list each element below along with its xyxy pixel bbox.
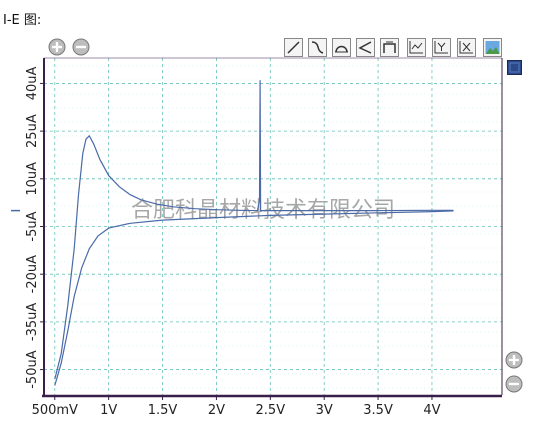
minus-circle-icon[interactable] bbox=[72, 38, 90, 56]
y-tick-label: 10uA bbox=[25, 162, 40, 196]
page-title: I-E 图: bbox=[3, 13, 42, 28]
curve-tool-icon[interactable] bbox=[308, 38, 327, 57]
x-tick-label: 3V bbox=[316, 403, 333, 418]
y-tick-label: -20uA bbox=[25, 255, 40, 293]
angle-tool-icon[interactable] bbox=[356, 38, 375, 57]
x-tick-label: 500mV bbox=[32, 403, 78, 418]
minus-circle-icon[interactable] bbox=[505, 375, 523, 393]
measure-tool-icon[interactable] bbox=[380, 38, 399, 57]
y-tick-label: -50uA bbox=[25, 350, 40, 388]
axis-both-tool-icon[interactable] bbox=[457, 38, 476, 57]
x-tick-label: 1.5V bbox=[148, 403, 178, 418]
y-tick-label: 40uA bbox=[25, 66, 40, 100]
axis-y-tool-icon[interactable] bbox=[432, 38, 451, 57]
series-line-2 bbox=[54, 210, 454, 386]
line-tool-icon[interactable] bbox=[284, 38, 303, 57]
axis-x-tool-icon[interactable] bbox=[407, 38, 426, 57]
x-tick-label: 2.5V bbox=[256, 403, 286, 418]
y-tick-label: -5uA bbox=[25, 211, 40, 241]
x-tick-label: 2V bbox=[208, 403, 225, 418]
series-color-swatch[interactable] bbox=[507, 60, 522, 75]
plus-circle-icon[interactable] bbox=[505, 351, 523, 369]
x-tick-label: 1V bbox=[100, 403, 117, 418]
y-tick-label: -35uA bbox=[25, 303, 40, 341]
arc-tool-icon[interactable] bbox=[332, 38, 351, 57]
x-tick-label: 4V bbox=[423, 403, 440, 418]
x-tick-label: 3.5V bbox=[363, 403, 393, 418]
y-tick-label: 25uA bbox=[25, 114, 40, 148]
series-line-1 bbox=[54, 80, 454, 380]
plus-circle-icon[interactable] bbox=[48, 38, 66, 56]
image-export-icon[interactable] bbox=[483, 38, 502, 57]
